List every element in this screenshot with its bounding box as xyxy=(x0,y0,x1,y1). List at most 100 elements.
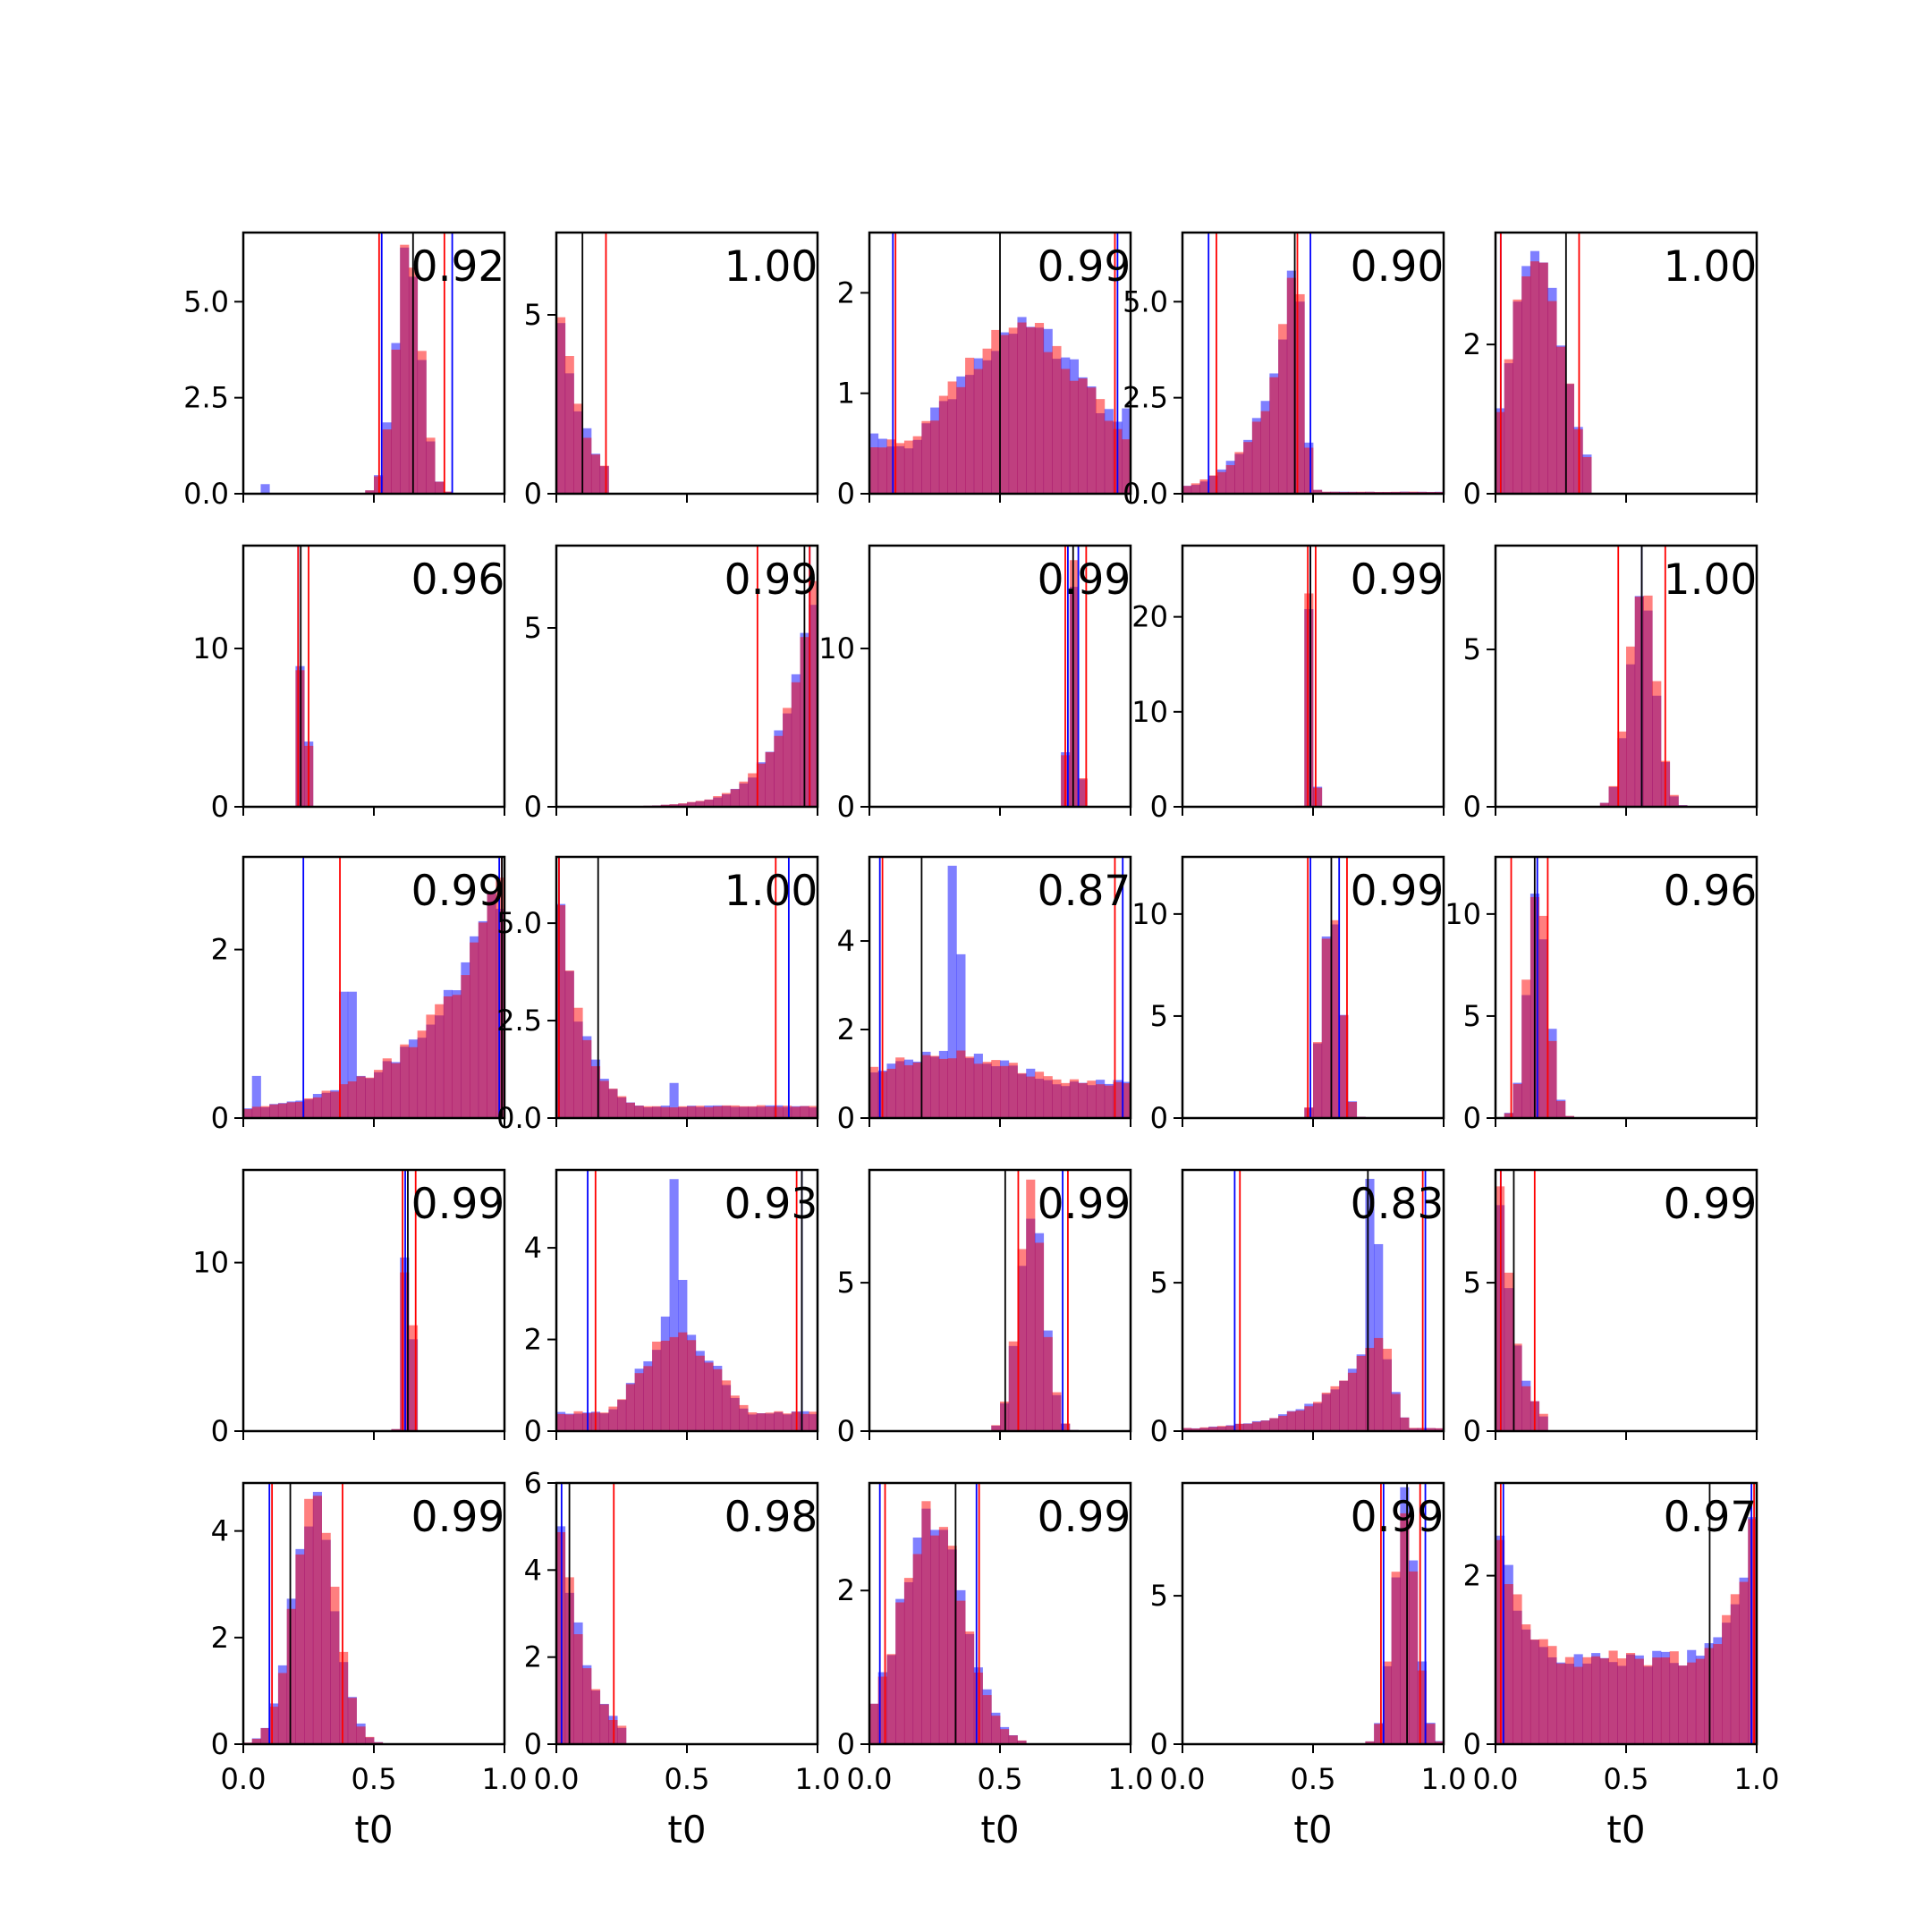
red-bar xyxy=(877,1676,887,1744)
red-bar xyxy=(947,1058,957,1118)
red-bar xyxy=(1043,1336,1053,1431)
y-tick-label: 6 xyxy=(524,1466,542,1500)
red-bar xyxy=(991,1425,1001,1431)
red-bar xyxy=(1330,919,1340,1118)
red-bar xyxy=(669,804,679,807)
red-bar xyxy=(687,1106,697,1118)
red-bar xyxy=(1191,483,1200,494)
red-bar xyxy=(243,1108,253,1118)
red-bar xyxy=(956,1050,966,1118)
red-bar xyxy=(1504,359,1513,494)
red-bar xyxy=(1078,378,1088,494)
x-tick-label: 0.0 xyxy=(847,1762,893,1796)
red-bar xyxy=(938,395,948,494)
red-bar xyxy=(1687,1662,1697,1744)
red-bar xyxy=(730,1395,740,1431)
red-bar xyxy=(1008,1341,1018,1431)
x-tick-label: 1.0 xyxy=(1108,1762,1154,1796)
y-tick-label: 0 xyxy=(837,790,855,824)
histogram-panel: 0.0 2.5 5.0 0.92 xyxy=(183,231,506,511)
score-annotation: 1.00 xyxy=(1664,555,1758,605)
red-bar xyxy=(321,1090,331,1118)
red-bar xyxy=(687,801,697,807)
red-bar xyxy=(260,1106,270,1118)
red-bar xyxy=(304,1498,314,1744)
red-bar xyxy=(921,1501,931,1744)
y-tick-label: 10 xyxy=(192,631,229,665)
red-bar xyxy=(783,1106,792,1118)
y-tick-label: 2 xyxy=(524,1640,542,1674)
y-tick-label: 2 xyxy=(211,933,229,967)
x-tick-label: 1.0 xyxy=(482,1762,528,1796)
y-tick-label: 5.0 xyxy=(1123,284,1168,318)
y-tick-label: 4 xyxy=(211,1514,229,1548)
red-bar xyxy=(608,1406,618,1431)
blue-bar xyxy=(947,865,957,1118)
y-tick-label: 0 xyxy=(1463,790,1481,824)
red-bar xyxy=(1026,1179,1036,1431)
red-bar xyxy=(1599,802,1609,807)
x-axis-label: t0 xyxy=(1606,1808,1645,1852)
score-annotation: 0.96 xyxy=(411,555,505,605)
red-bar xyxy=(1017,1740,1027,1744)
red-bar xyxy=(1269,377,1279,494)
red-bar xyxy=(652,1106,662,1118)
score-annotation: 1.00 xyxy=(1664,242,1758,292)
histogram-panel: 0.0 2.5 5.0 1.00 xyxy=(496,855,819,1135)
red-bar xyxy=(895,1057,905,1118)
red-bar xyxy=(1000,335,1010,494)
histogram-panel: 0 2 4 0.87 xyxy=(837,855,1132,1135)
y-tick-label: 2 xyxy=(1463,1559,1481,1593)
red-bar xyxy=(756,1413,766,1431)
red-bar xyxy=(426,1014,436,1118)
x-axis-label: t0 xyxy=(667,1808,706,1852)
red-bar xyxy=(1626,1652,1636,1744)
red-bar xyxy=(1182,486,1192,494)
red-bar xyxy=(1243,442,1253,494)
score-annotation: 0.90 xyxy=(1351,242,1445,292)
red-bar xyxy=(704,1106,714,1118)
y-tick-label: 5 xyxy=(1150,1579,1168,1613)
red-bar xyxy=(1617,731,1627,807)
red-bar xyxy=(721,1380,732,1431)
x-tick-label: 0.0 xyxy=(1160,1762,1206,1796)
red-bar xyxy=(660,1106,670,1118)
histogram-panel: 050.99 xyxy=(1463,1168,1758,1448)
x-tick-label: 0.5 xyxy=(1291,1762,1336,1796)
red-bar xyxy=(564,1414,574,1431)
red-bar xyxy=(426,437,436,494)
red-bar xyxy=(783,1413,792,1431)
red-bar xyxy=(730,1105,740,1118)
red-bar xyxy=(408,1325,419,1431)
histogram-panel: 0.0 0.5 1.0 0 2 0.99 t0 xyxy=(837,1481,1154,1852)
red-bar xyxy=(365,1077,375,1118)
red-bar xyxy=(1556,1663,1566,1744)
red-bar xyxy=(809,1106,818,1118)
histogram-panel: 0 10 0.99 xyxy=(818,544,1132,824)
red-bar xyxy=(930,1535,940,1744)
y-tick-label: 5 xyxy=(1150,1266,1168,1300)
red-bar xyxy=(1104,1085,1114,1118)
red-bar xyxy=(1034,1072,1045,1118)
x-tick-label: 1.0 xyxy=(795,1762,841,1796)
red-bar xyxy=(1321,938,1331,1118)
red-bar xyxy=(1199,479,1209,494)
blue-bar xyxy=(669,1179,679,1431)
red-bar xyxy=(590,1066,601,1118)
red-bar xyxy=(1347,1372,1358,1431)
red-bar xyxy=(903,440,914,494)
red-bar xyxy=(1295,293,1305,494)
red-bar xyxy=(1722,1614,1732,1744)
red-bar xyxy=(1087,387,1097,494)
red-bar xyxy=(1504,1584,1513,1744)
red-bar xyxy=(1251,1421,1261,1431)
blue-bar xyxy=(1374,1243,1384,1431)
red-bar xyxy=(1547,1040,1557,1118)
red-bar xyxy=(251,1739,261,1744)
red-bar xyxy=(356,1726,366,1744)
red-bar xyxy=(1582,457,1592,494)
y-tick-label: 0 xyxy=(1150,1101,1168,1135)
red-bar xyxy=(1243,1423,1253,1431)
red-bar xyxy=(573,403,583,494)
red-bar xyxy=(260,1728,270,1744)
